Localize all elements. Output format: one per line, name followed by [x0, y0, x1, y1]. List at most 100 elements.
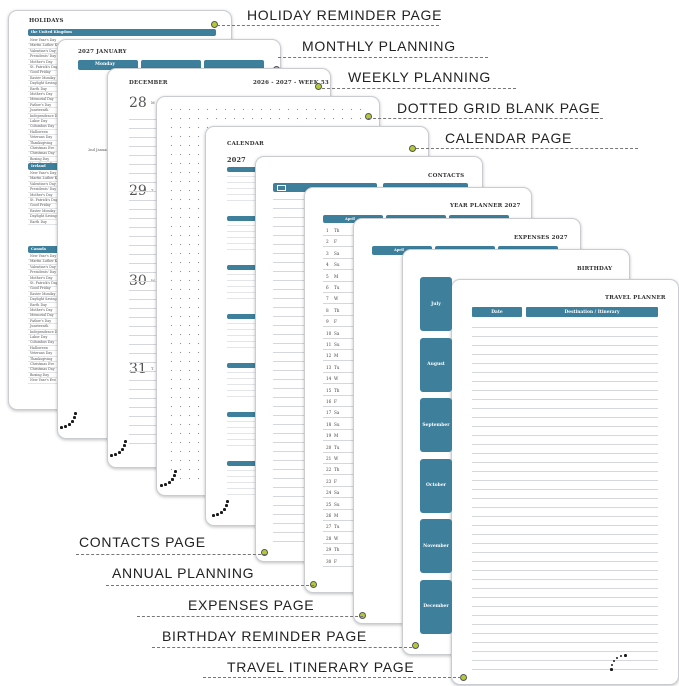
contacts-title: CONTACTS: [428, 173, 465, 179]
travel-line: [472, 390, 658, 391]
envelope-icon: [277, 184, 286, 191]
holiday-item: Martin Luther King: [30, 176, 63, 181]
holiday-item: Columbus Day: [30, 124, 55, 129]
cal-row: [227, 482, 261, 483]
travel-planner-page: TRAVEL PLANNER Date Destination / Itiner…: [451, 279, 679, 685]
holiday-item: New Year's Eve: [30, 378, 56, 383]
yp-weekday: Th: [334, 547, 340, 553]
yp-day: 20: [326, 444, 332, 450]
yp-weekday: Sa: [334, 410, 340, 416]
holiday-item: Mother's Day: [30, 59, 53, 64]
month-bar: [227, 167, 261, 172]
cal-row: [227, 476, 261, 477]
yp-weekday: Th: [334, 228, 340, 233]
holiday-item: Earth Day: [30, 302, 47, 307]
yp-weekday: Th: [334, 387, 340, 393]
travel-line: [472, 669, 658, 670]
binding-hole: [174, 470, 177, 473]
month-bar: [227, 314, 261, 319]
travel-line: [472, 525, 658, 526]
day-number: 31: [129, 361, 147, 377]
yp-weekday: F: [334, 319, 337, 325]
leader-line: [322, 88, 516, 89]
yp-day: 19: [326, 433, 332, 439]
yp-weekday: F: [334, 239, 337, 245]
travel-line: [472, 660, 658, 661]
month-bar: [227, 412, 261, 417]
yp-weekday: Sa: [334, 330, 340, 336]
leader-line: [416, 148, 638, 149]
cal-row: [227, 439, 261, 440]
holiday-item: Valentine's Day: [30, 181, 56, 186]
weekly-title: DECEMBER: [129, 80, 168, 86]
yp-weekday: Th: [334, 467, 340, 473]
holiday-item: Mother's Day: [30, 92, 53, 96]
yp-day: 9: [326, 319, 329, 325]
yp-weekday: W: [334, 535, 339, 541]
yp-day: 16: [326, 399, 332, 404]
label-expenses: EXPENSES PAGE: [188, 597, 315, 613]
cal-row: [227, 372, 261, 373]
binding-hole: [71, 420, 74, 423]
cal-row: [227, 243, 261, 244]
leader-line: [137, 616, 363, 617]
travel-line: [472, 453, 658, 454]
birthday-month-tab: September: [420, 398, 452, 452]
holidays-ireland-header: Ireland: [28, 163, 63, 170]
label-monthly: MONTHLY PLANNING: [302, 38, 456, 54]
binding-hole: [225, 504, 228, 507]
holiday-item: Halloween: [30, 345, 48, 350]
binding-hole: [124, 440, 127, 443]
yp-weekday: Su: [334, 262, 340, 268]
day-number: 28: [129, 95, 147, 111]
yp-day: 3: [326, 250, 329, 256]
yp-weekday: W: [334, 376, 339, 382]
yp-day: 10: [326, 330, 332, 336]
cal-row: [227, 421, 261, 422]
travel-line: [472, 552, 658, 553]
yp-day: 23: [326, 478, 332, 484]
label-dotted: DOTTED GRID BLANK PAGE: [397, 100, 601, 116]
travel-line: [472, 570, 658, 571]
holiday-item: Presidents' Day: [30, 187, 57, 192]
travel-line: [472, 588, 658, 589]
yp-day: 13: [326, 364, 332, 370]
travel-line: [472, 381, 658, 382]
holiday-item: Martin Luther King: [30, 43, 63, 48]
year-planner-title: YEAR PLANNER 2027: [450, 203, 521, 209]
binding-hole: [121, 448, 124, 451]
month-bar: [227, 265, 261, 270]
cal-row: [227, 237, 261, 238]
travel-line: [472, 606, 658, 607]
cal-row: [227, 347, 261, 348]
cal-row: [227, 231, 261, 232]
label-calendar: CALENDAR PAGE: [445, 130, 573, 146]
binding-hole: [110, 454, 113, 457]
yp-day: 30: [326, 558, 332, 564]
travel-line: [472, 462, 658, 463]
holiday-item: Independence Day: [30, 329, 62, 334]
birthday-month-tab: August: [420, 337, 452, 392]
holiday-item: Father's Day: [30, 318, 52, 323]
weekly-week: 2026 - 2027 - WEEK 53: [253, 80, 329, 86]
holidays-us-header: the United Kingdom: [28, 29, 216, 36]
month-bar: [227, 461, 261, 466]
holiday-item: Daylight Saving: [30, 297, 57, 302]
yp-day: 25: [326, 501, 332, 507]
cal-row: [227, 384, 261, 385]
cal-row: [227, 200, 261, 201]
holiday-item: Christmas Day: [30, 367, 55, 372]
marker-dot: [310, 581, 317, 588]
leader-line: [368, 118, 603, 119]
cal-row: [227, 427, 261, 428]
travel-line: [472, 624, 658, 625]
travel-line: [472, 498, 658, 499]
yp-weekday: Su: [334, 501, 340, 507]
yp-day: 18: [326, 421, 332, 427]
holiday-item: Earth Day: [30, 86, 47, 91]
cal-row: [227, 470, 261, 471]
cal-row: [227, 329, 261, 330]
holiday-item: New Year's Day: [30, 254, 57, 258]
cal-row: [227, 249, 261, 250]
